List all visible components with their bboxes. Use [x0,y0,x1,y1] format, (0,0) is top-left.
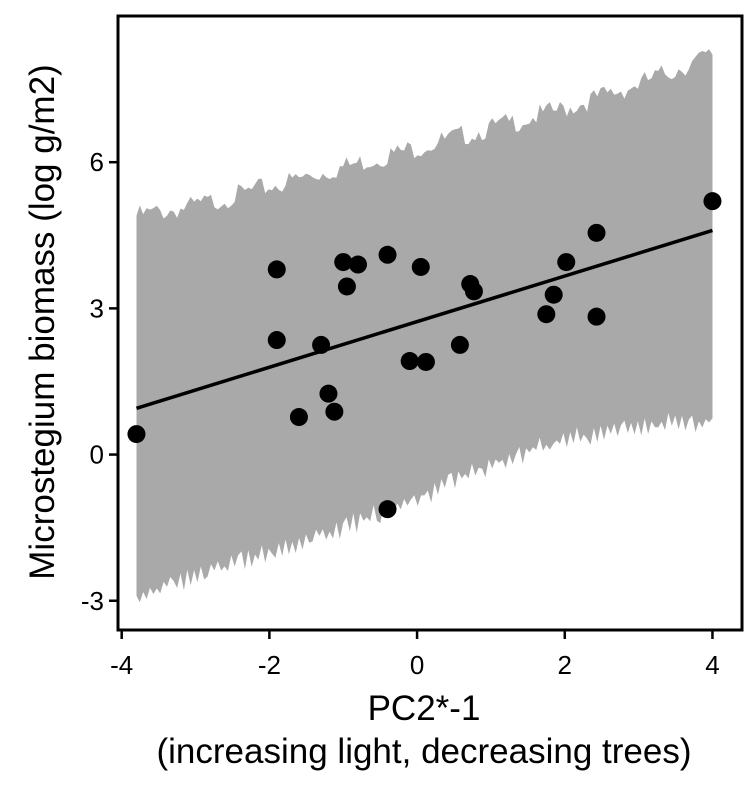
data-point [267,331,286,350]
data-point [587,223,606,242]
data-point [325,402,344,421]
x-axis: -4 -2 0 2 4 [110,630,720,680]
band-layer [136,49,713,603]
y-axis: -3 0 3 6 [81,147,118,616]
x-tick-label: 2 [558,650,572,680]
data-point [587,307,606,326]
prediction-band [136,49,713,603]
x-axis-title: PC2*-1 [368,689,481,728]
points-layer [127,192,722,519]
y-tick-label: 0 [90,440,104,470]
fit-line [135,228,713,410]
data-point [400,352,419,371]
data-point [411,257,430,276]
data-point [127,425,146,444]
y-tick-label: 6 [90,147,104,177]
x-tick-label: 0 [410,650,424,680]
data-point [312,335,331,354]
data-point [337,277,356,296]
plot-frame [116,14,744,632]
data-point [349,255,367,274]
data-point [544,285,563,304]
data-point [267,260,286,279]
data-point [537,305,556,324]
data-point [378,245,397,264]
data-point [319,384,338,403]
data-point [703,192,722,211]
x-tick-label: 4 [705,650,719,680]
data-point [289,408,308,427]
fit-line-layer [135,228,713,410]
data-point [557,253,576,272]
x-axis-title-line2: (increasing light, decreasing trees) [157,732,692,771]
y-axis-title: Microstegium biomass (log g/m2) [23,64,62,579]
x-tick-label: -2 [258,650,281,680]
x-tick-label: -4 [110,650,133,680]
y-tick-label: -3 [81,586,104,616]
data-point [464,282,483,301]
data-point [450,335,469,354]
y-tick-label: 3 [90,293,104,323]
data-point [378,500,397,519]
data-point [334,253,353,272]
data-point [416,352,435,371]
